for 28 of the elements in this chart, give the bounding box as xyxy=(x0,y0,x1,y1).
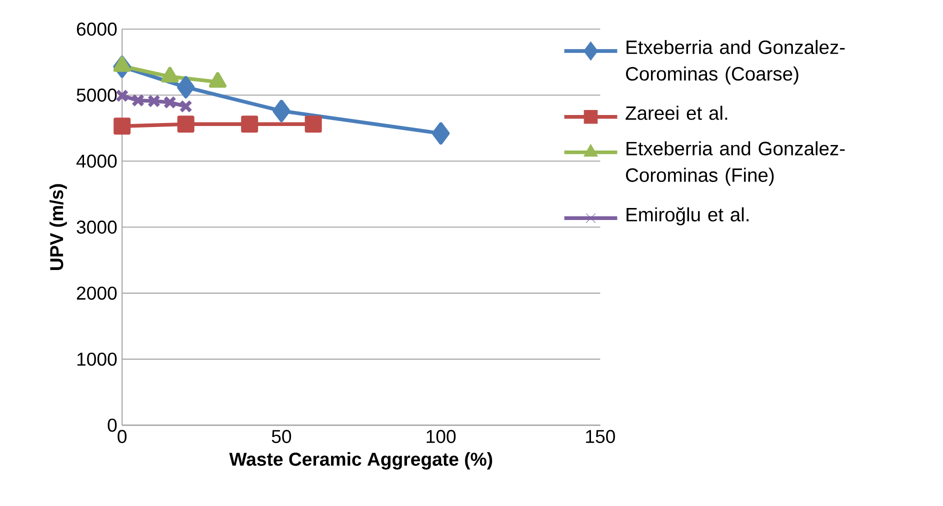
y-tick-label: 0 xyxy=(108,418,117,432)
y-tick-label: 6000 xyxy=(76,22,117,36)
point xyxy=(179,100,192,113)
point xyxy=(131,94,145,107)
x-tick-label: 100 xyxy=(426,430,456,444)
y-tick-label: 3000 xyxy=(76,220,117,234)
point xyxy=(272,100,290,122)
x-tick-label: 0 xyxy=(118,430,127,444)
legend-label: Etxeberria and Gonzalez-Corominas (Fine) xyxy=(626,141,845,186)
legend-label: Zareei et al. xyxy=(626,106,728,120)
y-tick-label: 2000 xyxy=(76,286,117,300)
point xyxy=(177,116,194,133)
y-tick-label: 4000 xyxy=(76,154,117,168)
point xyxy=(304,116,322,133)
legend-label: Etxeberria and Gonzalez-Corominas (Coarse) xyxy=(626,40,845,84)
y-axis-title: UPV (m/s) xyxy=(50,184,67,270)
point xyxy=(241,116,258,133)
x-tick-label: 50 xyxy=(272,430,292,444)
x-tick-label: 150 xyxy=(586,430,615,444)
point xyxy=(114,118,131,135)
y-tick-label: 1000 xyxy=(77,352,117,366)
y-tick-label: 5000 xyxy=(76,88,117,102)
point xyxy=(177,76,195,98)
point xyxy=(163,96,176,109)
point xyxy=(432,122,450,145)
point xyxy=(147,94,161,108)
x-axis-title: Waste Ceramic Aggregate (%) xyxy=(229,452,492,470)
legend-label: Emiroğlu et al. xyxy=(626,207,748,226)
